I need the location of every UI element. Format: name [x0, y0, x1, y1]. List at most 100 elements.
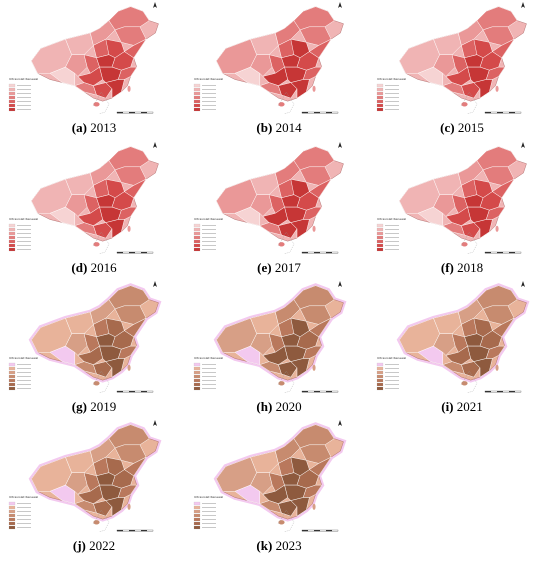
province-region	[491, 38, 515, 59]
legend-swatch	[193, 91, 201, 96]
legend-swatch	[193, 370, 201, 375]
legend-swatch	[8, 501, 16, 506]
province-region	[93, 222, 113, 239]
hainan-island	[278, 381, 285, 386]
legend-swatch	[376, 87, 384, 92]
province-region	[93, 82, 113, 99]
legend-swatch	[193, 223, 201, 228]
map-panel: Ultraviolet Renewal (k) 2023	[190, 418, 368, 558]
legend-title: Ultraviolet Renewal	[9, 495, 38, 499]
map-legend: Ultraviolet Renewal	[193, 495, 223, 530]
province-region	[308, 38, 332, 59]
scale-bar-segment	[497, 391, 503, 393]
province-region	[105, 497, 125, 517]
scale-bar-segment	[129, 530, 135, 532]
hainan-island	[93, 520, 100, 525]
province-region	[93, 500, 113, 517]
panel-caption: (j) 2022	[5, 538, 183, 554]
panel-letter: (a)	[71, 120, 87, 135]
province-region	[123, 317, 147, 338]
map-panel: Ultraviolet Renewal (d) 2016	[5, 140, 183, 280]
province-region	[259, 222, 282, 236]
legend-entry-text-placeholder	[202, 229, 216, 230]
legend-entry-text-placeholder	[385, 372, 399, 373]
province-region	[278, 82, 298, 99]
scale-bar-segment	[497, 112, 503, 114]
china-province-map: Ultraviolet Renewal	[8, 142, 159, 255]
panel-year: 2017	[271, 260, 301, 275]
china-province-map: Ultraviolet Renewal	[193, 281, 347, 394]
legend-title: Ultraviolet Renewal	[194, 495, 223, 499]
legend-swatch	[193, 521, 201, 526]
legend-entry-text-placeholder	[385, 241, 399, 242]
province-region	[278, 361, 298, 378]
legend-entry-text-placeholder	[202, 503, 216, 504]
legend-entry-text-placeholder	[385, 364, 399, 365]
taiwan-island	[495, 364, 499, 371]
panel-year: 2015	[454, 120, 484, 135]
legend-entry-text-placeholder	[17, 241, 31, 242]
north-arrow-icon	[338, 281, 342, 287]
north-arrow-icon	[521, 281, 525, 287]
map-legend: Ultraviolet Renewal	[376, 356, 406, 391]
north-arrow-icon	[338, 142, 342, 148]
hainan-island	[93, 102, 100, 107]
legend-swatch	[193, 366, 201, 371]
legend-entry-text-placeholder	[17, 93, 31, 94]
north-arrow-icon	[153, 142, 157, 148]
hainan-island	[93, 381, 100, 386]
legend-swatch	[8, 231, 16, 236]
legend-entry-text-placeholder	[17, 364, 31, 365]
scale-bar-segment	[129, 252, 135, 254]
legend-entry-text-placeholder	[17, 527, 31, 528]
scale-bar-segment	[314, 391, 320, 393]
legend-entry-text-placeholder	[202, 93, 216, 94]
province-region	[308, 456, 332, 477]
legend-swatch	[8, 87, 16, 92]
taiwan-island	[127, 85, 131, 92]
legend-swatch	[376, 247, 384, 252]
legend-entry-text-placeholder	[202, 241, 216, 242]
legend-entry-text-placeholder	[385, 93, 399, 94]
legend-entry-text-placeholder	[202, 249, 216, 250]
province-region	[259, 82, 282, 96]
legend-entry-text-placeholder	[17, 368, 31, 369]
panel-caption: (e) 2017	[190, 260, 368, 276]
legend-title: Ultraviolet Renewal	[377, 217, 406, 221]
legend-swatch	[8, 513, 16, 518]
legend-swatch	[8, 505, 16, 510]
panel-letter: (i)	[441, 399, 454, 414]
legend-entry-text-placeholder	[385, 376, 399, 377]
panel-year: 2014	[272, 120, 302, 135]
province-region	[278, 500, 298, 517]
province-region	[491, 178, 515, 199]
legend-entry-text-placeholder	[385, 229, 399, 230]
legend-swatch	[8, 103, 16, 108]
panel-year: 2021	[453, 399, 483, 414]
legend-swatch	[193, 227, 201, 232]
province-region	[290, 358, 310, 378]
scale-bar-segment	[509, 391, 515, 393]
legend-entry-text-placeholder	[385, 380, 399, 381]
province-region	[123, 456, 147, 477]
province-region	[308, 317, 332, 338]
map-panel: Ultraviolet Renewal (c) 2015	[373, 0, 550, 140]
legend-entry-text-placeholder	[17, 523, 31, 524]
legend-entry-text-placeholder	[385, 237, 399, 238]
china-province-map: Ultraviolet Renewal	[8, 2, 159, 115]
legend-swatch	[193, 374, 201, 379]
legend-swatch	[8, 95, 16, 100]
province-region	[234, 206, 261, 226]
legend-swatch	[8, 247, 16, 252]
scale-bar-segment	[485, 112, 491, 114]
map-panel: Ultraviolet Renewal (f) 2018	[373, 140, 550, 280]
province-region	[105, 219, 125, 239]
legend-entry-text-placeholder	[17, 225, 31, 226]
province-region	[473, 219, 493, 239]
province-region	[234, 345, 261, 365]
province-region	[417, 206, 444, 226]
legend-title: Ultraviolet Renewal	[9, 217, 38, 221]
legend-swatch	[376, 374, 384, 379]
map-panel: Ultraviolet Renewal (e) 2017	[190, 140, 368, 280]
scale-bar-segment	[497, 252, 503, 254]
